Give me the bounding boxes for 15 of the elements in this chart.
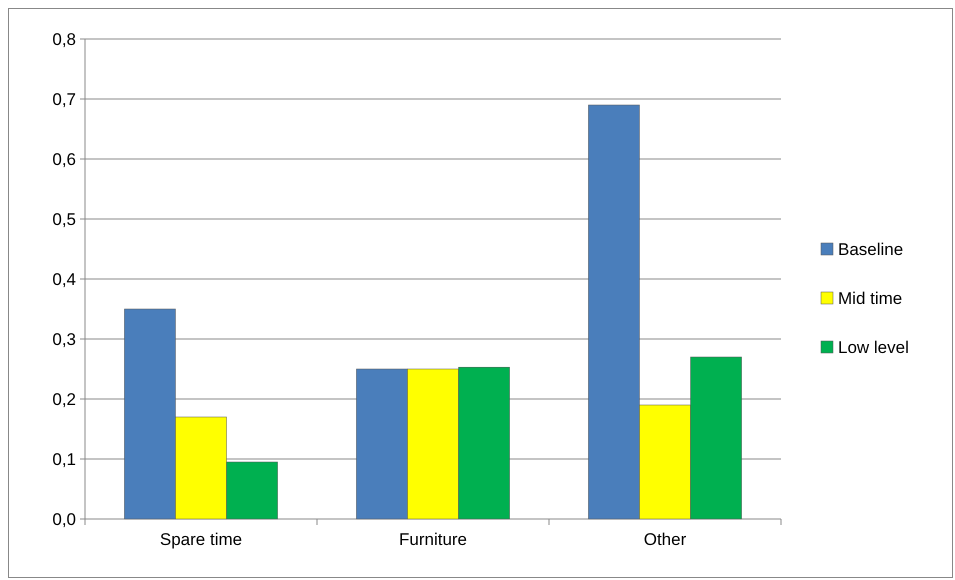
y-tick-label: 0,3 [52, 330, 76, 349]
y-tick-label: 0,0 [52, 510, 76, 529]
y-tick-label: 0,5 [52, 210, 76, 229]
y-tick-label: 0,7 [52, 90, 76, 109]
legend-label: Baseline [838, 240, 904, 259]
x-tick-label: Furniture [398, 530, 468, 549]
y-tick-label: 0,1 [52, 450, 76, 469]
legend-label: Low level [838, 338, 909, 357]
x-tick-label: Other [644, 530, 687, 549]
y-tick-label: 0,4 [52, 270, 76, 289]
y-tick-label: 0,6 [52, 150, 76, 169]
legend-label: Mid time [838, 288, 902, 308]
x-tick-label: Spare time [160, 530, 242, 549]
y-tick-label: 0,2 [52, 390, 76, 409]
y-tick-label: 0,8 [52, 30, 76, 49]
